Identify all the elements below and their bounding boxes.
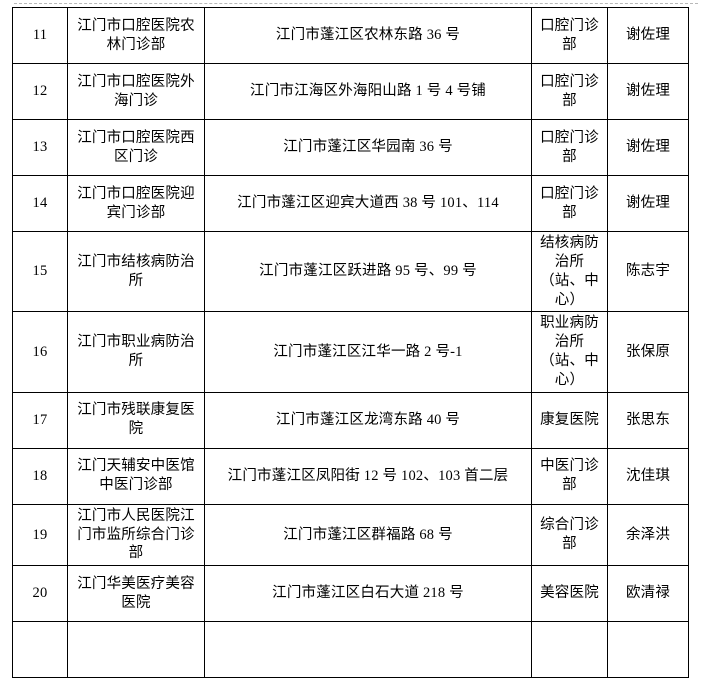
cell-name: 江门华美医疗美容医院 (67, 565, 205, 623)
page-margin-guide (14, 3, 698, 4)
cell-person: 张保原 (607, 311, 689, 393)
cell-category: 口腔门诊部 (531, 175, 608, 232)
cell-index: 20 (12, 565, 68, 623)
cell-address: 江门市蓬江区跃进路 95 号、99 号 (204, 230, 532, 313)
cell-index (12, 621, 68, 678)
cell-address: 江门市蓬江区农林东路 36 号 (204, 7, 532, 64)
cell-person: 谢佐理 (607, 119, 689, 176)
cell-person: 谢佐理 (607, 7, 689, 64)
cell-index: 19 (12, 503, 68, 567)
cell-person: 余泽洪 (607, 503, 689, 567)
cell-category: 职业病防治所（站、中心） (531, 311, 608, 393)
cell-address: 江门市蓬江区龙湾东路 40 号 (204, 391, 532, 449)
table-row: 19 江门市人民医院江门市监所综合门诊部 江门市蓬江区群福路 68 号 综合门诊… (12, 503, 689, 567)
cell-address (204, 621, 532, 678)
cell-index: 16 (12, 311, 68, 393)
cell-person: 欧清禄 (607, 565, 689, 623)
cell-name: 江门市口腔医院农林门诊部 (67, 7, 205, 64)
cell-name: 江门市口腔医院迎宾门诊部 (67, 175, 205, 232)
cell-index: 11 (12, 7, 68, 64)
cell-category: 口腔门诊部 (531, 7, 608, 64)
table-row: 17 江门市残联康复医院 江门市蓬江区龙湾东路 40 号 康复医院 张思东 (12, 391, 689, 449)
cell-address: 江门市蓬江区迎宾大道西 38 号 101、114 (204, 175, 532, 232)
medical-institutions-table: 11 江门市口腔医院农林门诊部 江门市蓬江区农林东路 36 号 口腔门诊部 谢佐… (12, 7, 689, 678)
table-row-partial-next-page (12, 621, 689, 678)
cell-category (531, 621, 608, 678)
cell-index: 15 (12, 230, 68, 313)
cell-index: 17 (12, 391, 68, 449)
cell-index: 14 (12, 175, 68, 232)
cell-index: 18 (12, 447, 68, 505)
cell-index: 12 (12, 63, 68, 120)
cell-person: 沈佳琪 (607, 447, 689, 505)
cell-address: 江门市蓬江区华园南 36 号 (204, 119, 532, 176)
cell-name: 江门市结核病防治所 (67, 230, 205, 313)
table-body: 11 江门市口腔医院农林门诊部 江门市蓬江区农林东路 36 号 口腔门诊部 谢佐… (12, 7, 689, 678)
table-row: 20 江门华美医疗美容医院 江门市蓬江区白石大道 218 号 美容医院 欧清禄 (12, 565, 689, 623)
cell-address: 江门市蓬江区凤阳街 12 号 102、103 首二层 (204, 447, 532, 505)
cell-name: 江门市口腔医院西区门诊 (67, 119, 205, 176)
cell-index: 13 (12, 119, 68, 176)
cell-person: 谢佐理 (607, 63, 689, 120)
cell-name: 江门市残联康复医院 (67, 391, 205, 449)
table-row: 13 江门市口腔医院西区门诊 江门市蓬江区华园南 36 号 口腔门诊部 谢佐理 (12, 119, 689, 176)
cell-person: 张思东 (607, 391, 689, 449)
cell-name: 江门市人民医院江门市监所综合门诊部 (67, 503, 205, 567)
table-row: 14 江门市口腔医院迎宾门诊部 江门市蓬江区迎宾大道西 38 号 101、114… (12, 175, 689, 232)
cell-address: 江门市蓬江区江华一路 2 号-1 (204, 311, 532, 393)
cell-name: 江门天辅安中医馆中医门诊部 (67, 447, 205, 505)
table-row: 16 江门市职业病防治所 江门市蓬江区江华一路 2 号-1 职业病防治所（站、中… (12, 311, 689, 393)
cell-address: 江门市蓬江区群福路 68 号 (204, 503, 532, 567)
cell-category: 结核病防治所（站、中心） (531, 230, 608, 313)
cell-person: 陈志宇 (607, 230, 689, 313)
cell-category: 康复医院 (531, 391, 608, 449)
cell-category: 美容医院 (531, 565, 608, 623)
cell-category: 中医门诊部 (531, 447, 608, 505)
cell-person (607, 621, 689, 678)
cell-name (67, 621, 205, 678)
table-row: 12 江门市口腔医院外海门诊 江门市江海区外海阳山路 1 号 4 号铺 口腔门诊… (12, 63, 689, 120)
cell-name: 江门市口腔医院外海门诊 (67, 63, 205, 120)
cell-category: 口腔门诊部 (531, 119, 608, 176)
table-row: 18 江门天辅安中医馆中医门诊部 江门市蓬江区凤阳街 12 号 102、103 … (12, 447, 689, 505)
cell-category: 口腔门诊部 (531, 63, 608, 120)
cell-person: 谢佐理 (607, 175, 689, 232)
table-container: 11 江门市口腔医院农林门诊部 江门市蓬江区农林东路 36 号 口腔门诊部 谢佐… (12, 7, 689, 678)
cell-address: 江门市江海区外海阳山路 1 号 4 号铺 (204, 63, 532, 120)
table-row: 15 江门市结核病防治所 江门市蓬江区跃进路 95 号、99 号 结核病防治所（… (12, 230, 689, 313)
cell-name: 江门市职业病防治所 (67, 311, 205, 393)
cell-category: 综合门诊部 (531, 503, 608, 567)
cell-address: 江门市蓬江区白石大道 218 号 (204, 565, 532, 623)
table-row: 11 江门市口腔医院农林门诊部 江门市蓬江区农林东路 36 号 口腔门诊部 谢佐… (12, 7, 689, 64)
